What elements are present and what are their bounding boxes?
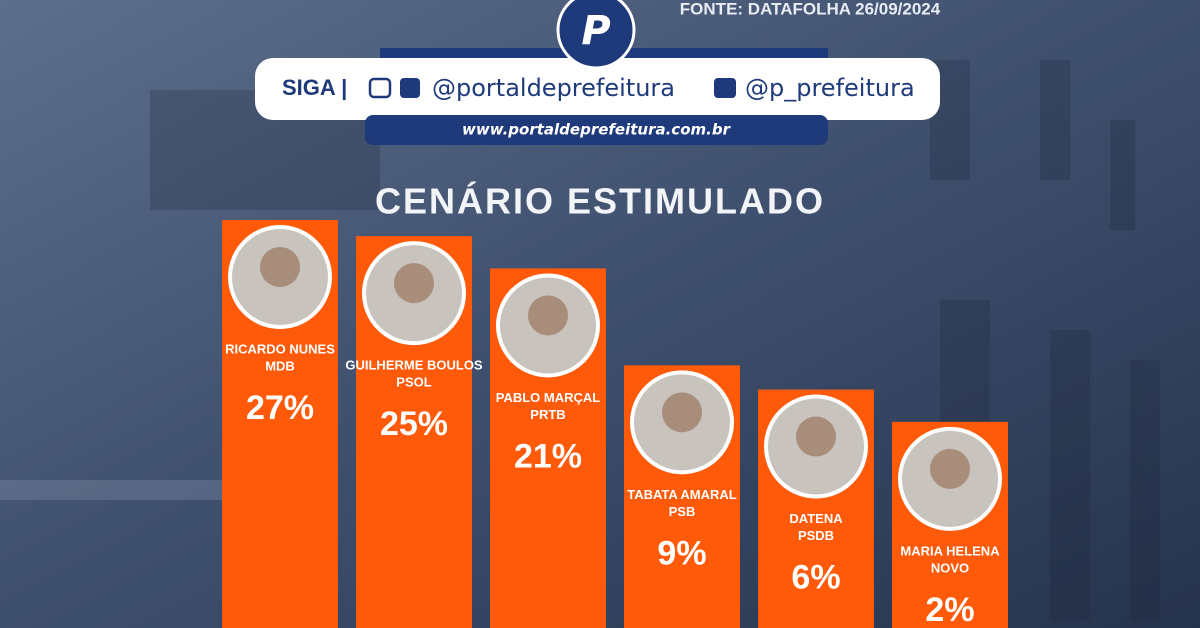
website-bar: [365, 115, 828, 145]
party: PRTB: [530, 407, 565, 422]
party: PSDB: [798, 528, 834, 543]
photo-head: [662, 392, 702, 433]
logo-letter: P: [581, 8, 610, 54]
value-label: 21%: [514, 437, 582, 475]
party: NOVO: [931, 560, 969, 575]
handle: @portaldeprefeitura: [432, 74, 675, 102]
candidate-name: GUILHERME BOULOS: [345, 358, 483, 373]
source: FONTE: DATAFOLHA 26/09/2024: [680, 0, 941, 18]
candidate-name: RICARDO NUNES: [225, 341, 335, 356]
facebook-icon: [400, 78, 420, 98]
value-label: 27%: [246, 389, 314, 427]
photo-head: [796, 416, 836, 457]
photo-head: [930, 448, 970, 489]
value-label: 9%: [657, 534, 706, 572]
party: PSB: [669, 504, 696, 519]
youtube-icon: [368, 77, 392, 99]
party: MDB: [265, 358, 295, 373]
candidate-name: MARIA HELENA: [900, 543, 1000, 558]
photo-head: [394, 263, 434, 304]
social-pill: [255, 58, 940, 120]
website: www.portaldeprefeitura.com.br: [462, 121, 732, 139]
chart-title: CENÁRIO ESTIMULADO: [375, 181, 825, 222]
logo: [556, 0, 636, 70]
follow-label: SIGA |: [282, 75, 347, 100]
party: PSOL: [396, 375, 431, 390]
photo-head: [528, 295, 568, 336]
value-label: 25%: [380, 405, 448, 443]
candidate-name: TABATA AMARAL: [627, 487, 737, 502]
value-label: 2%: [925, 591, 974, 628]
candidate-name: DATENA: [789, 511, 843, 526]
value-label: 6%: [791, 559, 840, 597]
handle: @p_prefeitura: [745, 74, 915, 102]
photo-head: [260, 247, 300, 287]
candidate-name: PABLO MARÇAL: [496, 390, 601, 405]
twitter-icon: [714, 78, 736, 98]
